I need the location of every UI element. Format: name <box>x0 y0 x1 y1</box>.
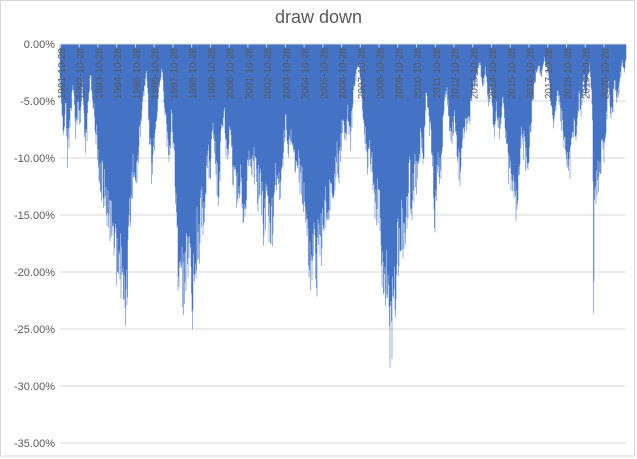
x-tick-label: 2015-10-28 <box>507 48 518 100</box>
x-tick-label: 1991-10-28 <box>57 48 68 100</box>
x-tick-label: 1992-10-28 <box>76 48 87 100</box>
x-tick-label: 2019-10-28 <box>582 48 593 100</box>
x-tick-label: 2016-10-28 <box>525 48 536 100</box>
x-tick-label: 2009-10-28 <box>394 48 405 100</box>
x-tick-label: 2006-10-28 <box>338 48 349 100</box>
y-tick-label: -20.00% <box>14 267 55 279</box>
y-tick-label: -25.00% <box>14 324 55 336</box>
x-tick-label: 2010-10-28 <box>413 48 424 100</box>
drawdown-bars-series <box>59 44 627 368</box>
x-tick-label: 2011-10-28 <box>432 48 443 99</box>
x-tick-label: 1999-10-28 <box>207 48 218 100</box>
y-tick-label: -10.00% <box>14 153 55 165</box>
y-tick-label: 0.00% <box>24 39 55 51</box>
x-tick-label: 1993-10-28 <box>94 48 105 100</box>
y-tick-label: -15.00% <box>14 210 55 222</box>
x-tick-label: 2002-10-28 <box>263 48 274 100</box>
y-tick-label: -5.00% <box>20 96 55 108</box>
chart-title[interactable]: draw down <box>274 7 363 27</box>
x-tick-label: 2008-10-28 <box>376 48 387 100</box>
x-tick-label: 2012-10-28 <box>451 48 462 100</box>
x-tick-label: 1995-10-28 <box>132 48 143 100</box>
x-tick-label: 1998-10-28 <box>188 48 199 100</box>
x-tick-label: 2004-10-28 <box>301 48 312 100</box>
x-tick-label: 2005-10-28 <box>319 48 330 100</box>
x-tick-label: 1994-10-28 <box>113 48 124 100</box>
x-tick-label: 1997-10-28 <box>169 48 180 100</box>
y-axis-labels: 0.00% -5.00% -10.00% -15.00% -20.00% -25.00% -… <box>14 39 55 450</box>
y-tick-label: -30.00% <box>14 381 55 393</box>
x-tick-label: 2000-10-28 <box>226 48 237 100</box>
x-tick-label: 2003-10-28 <box>282 48 293 100</box>
x-tick-label: 2001-10-28 <box>244 48 255 100</box>
x-tick-label: 2018-10-28 <box>563 48 574 100</box>
x-axis-ticks <box>59 44 605 48</box>
x-axis-labels: 1991-10-28 1992-10-28 1993-10-28 1994-10-28… <box>57 48 612 100</box>
x-tick-label: 2020-10-28 <box>600 48 611 100</box>
y-tick-label: -35.00% <box>14 438 55 450</box>
x-tick-label: 2017-10-28 <box>544 48 555 100</box>
x-tick-label: 2007-10-28 <box>357 48 368 100</box>
x-tick-label: 2013-10-28 <box>469 48 480 100</box>
x-tick-label: 2014-10-28 <box>488 48 499 100</box>
x-tick-label: 1996-10-28 <box>151 48 162 100</box>
